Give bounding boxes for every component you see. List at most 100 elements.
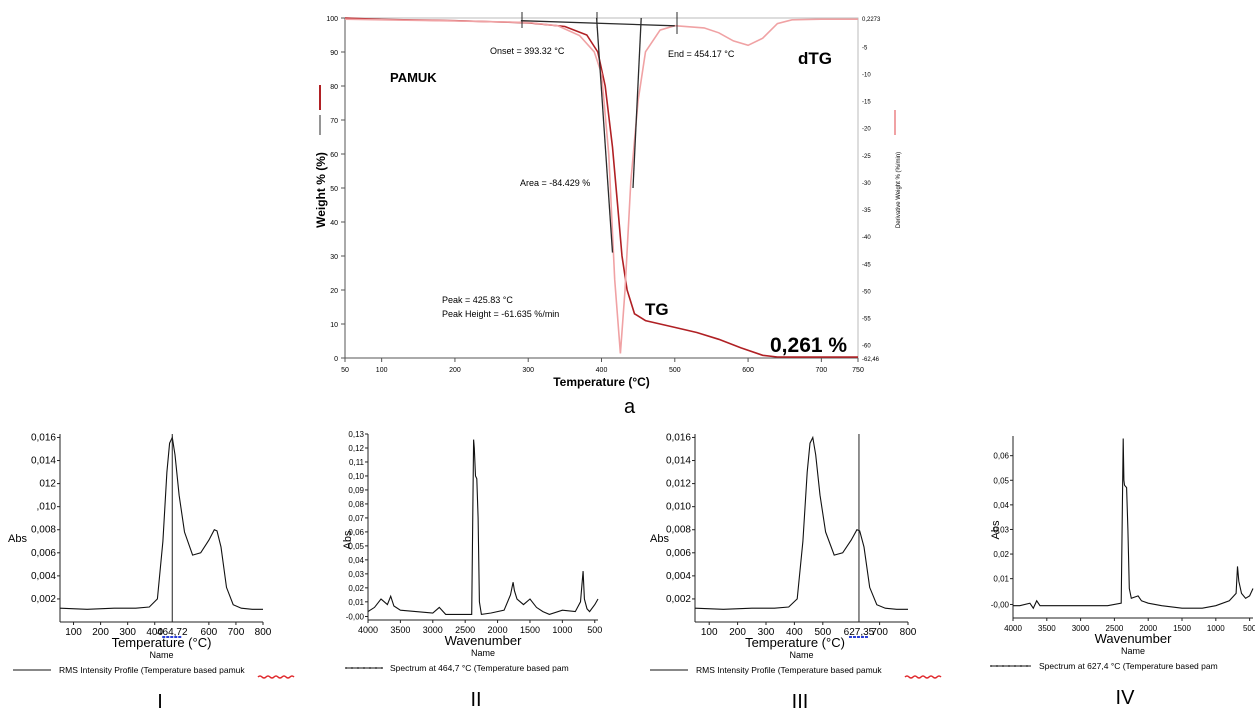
x-axis-label: Temperature (°C) [745,635,845,650]
y-tick-label: 0,014 [666,456,691,467]
annotation-sample: PAMUK [390,70,437,85]
legend-header: Name [1121,646,1145,656]
y-tick-label: 0,010 [666,502,691,513]
x-tick-label: 3500 [390,625,410,635]
x-axis-label: Wavenumber [445,633,522,648]
y-tick-label: 0,002 [31,594,56,605]
y-tick-label-right: -45 [862,262,871,268]
x-tick-label: 200 [729,627,746,638]
panel-label: I [157,691,163,713]
y-tick-label-right: 0,2273 [862,17,881,23]
annotation-peak: Peak = 425.83 °C [442,295,513,305]
x-tick-label: 750 [852,367,864,374]
x-axis-label: Wavenumber [1095,631,1172,646]
y-tick-label: 0,004 [31,571,56,582]
y-tick-label-right: -35 [862,208,871,214]
x-tick-label: 500 [814,627,831,638]
y-tick-label: 0,05 [993,476,1009,485]
annotation-end: End = 454.17 °C [668,49,735,59]
x-tick-label: 4000 [1004,624,1022,633]
legend-dot [1002,665,1004,667]
legend-dot [345,667,347,669]
annotation-peak-height: Peak Height = -61.635 %/min [442,309,559,319]
y-tick-label-left: 60 [330,152,338,159]
x-tick-label: 500 [1243,624,1255,633]
y-tick-label: 0,012 [666,479,691,490]
y-tick-label: 0,10 [348,472,364,481]
y-axis-label: Abs [990,520,1002,539]
y-tick-label: 0,09 [348,486,364,495]
y-tick-label: 0,02 [348,584,364,593]
x-tick-label: 300 [758,627,775,638]
x-tick-label: 1500 [1173,624,1191,633]
y-tick-label-right: -5 [862,45,868,51]
series-end-tangent [632,17,642,189]
rms-intensity-chart-iii: 100 200 300 400 500 700 800 0,002 0,004 0,006 0,00… [650,432,942,713]
y-tick-label-left: 0 [334,356,338,363]
x-tick-label: 100 [376,367,388,374]
y-tick-label: 0,03 [993,525,1009,534]
x-tick-label: 3500 [1038,624,1056,633]
y-tick-label: 0,006 [31,548,56,559]
y-tick-label: 0,02 [993,550,1009,559]
y-tick-label: 0,01 [993,575,1009,584]
spectrum-chart-iv: 4000 3500 3000 2500 2000 1500 1000 500 -0,00 0,01… [990,436,1255,709]
y-tick-label-left: 30 [330,254,338,261]
spectrum-line [694,435,908,610]
legend-label: Spectrum at 627,4 °C (Temperature based … [1039,661,1218,671]
x-tick-label: 500 [587,625,602,635]
y-tick-label: 0,03 [348,570,364,579]
x-tick-label: 200 [92,627,109,638]
y-tick-label-left: 40 [330,220,338,227]
x-tick-label: 600 [742,367,754,374]
legend-header: Name [789,650,813,660]
rms-intensity-chart-i: 100 200 300 400 600 700 800 0,002 0,004 0,006 0,00… [8,432,295,713]
x-tick-label: 800 [255,627,272,638]
y-tick-label-right: -10 [862,72,871,78]
x-tick-label: 1000 [552,625,572,635]
y-tick-label: 0,04 [993,501,1009,510]
panel-label-a: a [624,396,636,418]
legend-dot [381,667,383,669]
legend-dot [1026,665,1028,667]
x-tick-label: 300 [119,627,136,638]
y-tick-label: 0,07 [348,514,364,523]
y-tick-label: 0,002 [666,594,691,605]
legend-dot [996,665,998,667]
x-tick-label: 3000 [1072,624,1090,633]
x-tick-label: 3000 [423,625,443,635]
series-onset-tangent [595,17,614,253]
annotation-residue: 0,261 % [770,334,847,357]
annotation-tg: TG [645,300,669,319]
legend-header: Name [471,648,495,658]
y-tick-label-right: -50 [862,289,871,295]
spectrum-chart-ii: 4000 3500 3000 2500 2000 1500 1000 500 -0,00 0,01… [342,430,602,711]
y-axis-label: Abs [342,530,354,549]
y-tick-label: 0,014 [31,456,56,467]
panel-label: IV [1116,687,1136,709]
x-tick-label: 1000 [1207,624,1225,633]
x-tick-label: 200 [449,367,461,374]
y-tick-label: 0,006 [666,548,691,559]
x-tick-label: 300 [522,367,534,374]
y-tick-label-left: 50 [330,186,338,193]
series-tg [344,17,858,358]
y-tick-label-right: -25 [862,154,871,160]
panel-label: II [470,689,481,711]
y-tick-label: 0,008 [666,525,691,536]
y-tick-label-right: -60 [862,344,871,350]
legend-dot [351,667,353,669]
y-tick-label: 0,06 [993,452,1009,461]
x-tick-label: 100 [701,627,718,638]
y-tick-label-right: -62,46 [862,357,880,363]
x-tick-label: 2500 [455,625,475,635]
y-tick-label: 0,008 [31,525,56,536]
x-tick-label: 600 [201,627,218,638]
y-tick-label-left: 90 [330,50,338,57]
legend-dot [990,665,992,667]
x-tick-label: 2000 [488,625,508,635]
y-tick-label: -0,00 [346,613,365,622]
y-tick-label: 0,04 [348,556,364,565]
y-tick-label: 0,016 [666,432,691,443]
legend-label: RMS Intensity Profile (Temperature based… [696,665,882,675]
